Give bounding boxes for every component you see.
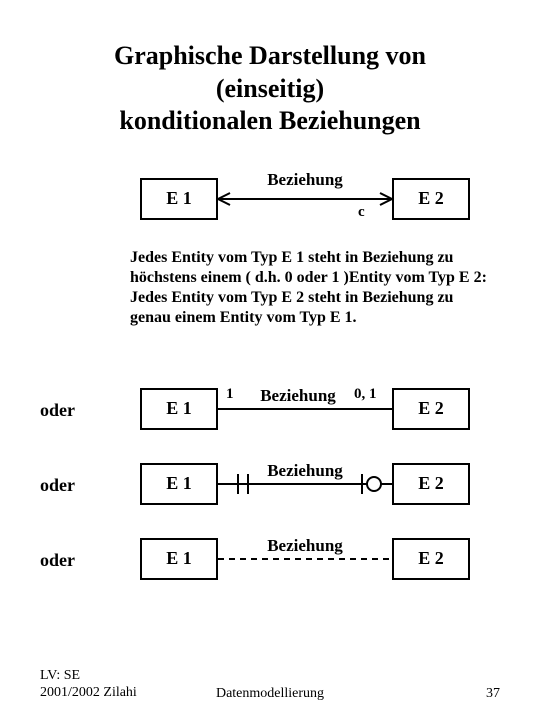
row3-connector xyxy=(40,168,500,598)
title-line-2: (einseitig) xyxy=(216,74,324,103)
footer-page-number: 37 xyxy=(486,686,500,702)
footer-center: Datenmodellierung xyxy=(40,686,500,702)
title-line-3: konditionalen Beziehungen xyxy=(119,106,420,135)
diagram-area: E 1 E 2 Beziehung c Jedes Entity vom Typ… xyxy=(40,168,500,648)
page-title: Graphische Darstellung von (einseitig) k… xyxy=(40,40,500,138)
footer-left-1: LV: SE xyxy=(40,668,80,683)
title-line-1: Graphische Darstellung von xyxy=(114,41,426,70)
